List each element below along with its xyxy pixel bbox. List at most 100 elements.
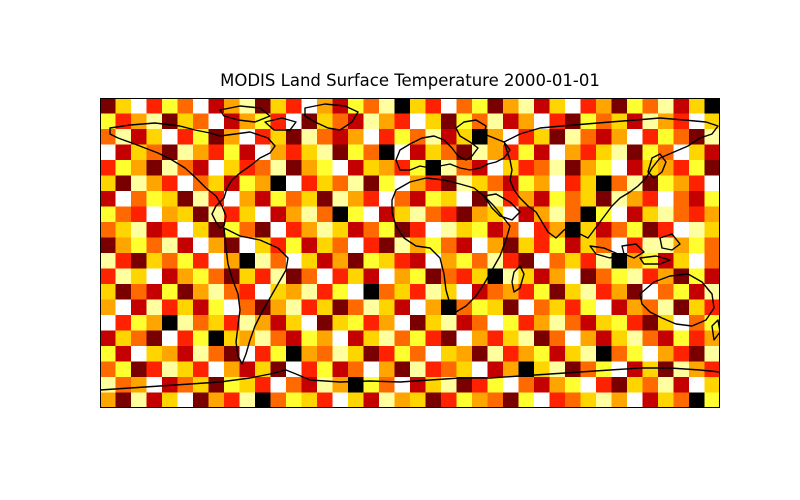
heatmap-cell xyxy=(549,330,566,347)
heatmap-cell xyxy=(627,346,643,362)
heatmap-cell xyxy=(456,268,473,285)
heatmap-cell xyxy=(658,330,674,347)
heatmap-cell xyxy=(394,144,411,161)
heatmap-cell xyxy=(239,98,256,114)
heatmap-cell xyxy=(534,98,550,114)
heatmap-cell xyxy=(611,284,628,300)
heatmap-cell xyxy=(193,129,209,145)
heatmap-cell xyxy=(441,113,457,130)
heatmap-cell xyxy=(162,268,178,285)
heatmap-cell xyxy=(131,98,147,114)
heatmap-cell xyxy=(456,237,473,254)
heatmap-cell xyxy=(410,191,426,207)
heatmap-cell xyxy=(208,191,225,207)
heatmap-cell xyxy=(379,346,395,362)
coastline-greenland xyxy=(304,103,359,131)
heatmap-cell xyxy=(363,222,380,238)
heatmap-cell xyxy=(565,144,581,161)
heatmap-cell xyxy=(348,346,364,362)
heatmap-cell xyxy=(208,284,225,300)
heatmap-cell xyxy=(565,315,581,331)
heatmap-cell xyxy=(255,361,271,378)
heatmap-cell xyxy=(642,315,659,331)
heatmap-cell xyxy=(673,175,690,192)
heatmap-cell xyxy=(503,113,519,130)
heatmap-cell xyxy=(503,377,519,393)
heatmap-cell xyxy=(162,237,178,254)
heatmap-cell xyxy=(239,392,256,408)
heatmap-cell xyxy=(611,98,628,114)
heatmap-cell xyxy=(100,361,116,378)
heatmap-cell xyxy=(441,237,457,254)
heatmap-cell xyxy=(611,129,628,145)
heatmap-cell xyxy=(177,284,194,300)
heatmap-cell xyxy=(425,346,442,362)
heatmap-cell xyxy=(286,206,302,223)
heatmap-cell xyxy=(394,299,411,316)
heatmap-cell xyxy=(286,144,302,161)
heatmap-cell xyxy=(673,346,690,362)
heatmap-cell xyxy=(642,237,659,254)
heatmap-cell xyxy=(131,346,147,362)
heatmap-cell xyxy=(549,222,566,238)
heatmap-cell xyxy=(193,392,209,408)
heatmap-cell xyxy=(301,206,318,223)
heatmap-cell xyxy=(286,299,302,316)
heatmap-cell xyxy=(363,98,380,114)
heatmap-cell xyxy=(255,237,271,254)
heatmap-cell xyxy=(534,191,550,207)
heatmap-cell xyxy=(146,144,163,161)
heatmap-cell xyxy=(472,237,488,254)
heatmap-cell xyxy=(642,299,659,316)
heatmap-cell xyxy=(131,144,147,161)
heatmap-cell xyxy=(596,98,612,114)
heatmap-cell xyxy=(534,144,550,161)
heatmap-cell xyxy=(255,206,271,223)
heatmap-cell xyxy=(627,299,643,316)
heatmap-cell xyxy=(456,361,473,378)
heatmap-cell xyxy=(379,175,395,192)
heatmap-cell xyxy=(704,330,720,347)
heatmap-cell xyxy=(177,315,194,331)
heatmap-cell xyxy=(410,392,426,408)
heatmap-cell xyxy=(549,175,566,192)
heatmap-cell xyxy=(704,253,720,269)
heatmap-cell xyxy=(363,377,380,393)
heatmap-cell xyxy=(689,98,705,114)
heatmap-cell xyxy=(596,284,612,300)
heatmap-cell xyxy=(317,346,333,362)
heatmap-cell xyxy=(503,284,519,300)
heatmap-cell xyxy=(348,361,364,378)
heatmap-cell xyxy=(627,129,643,145)
map-panel xyxy=(100,98,720,408)
heatmap-cell xyxy=(689,175,705,192)
heatmap-cell xyxy=(193,206,209,223)
heatmap-cell xyxy=(472,392,488,408)
heatmap-cell xyxy=(270,98,287,114)
heatmap-cell xyxy=(332,222,349,238)
map-border xyxy=(100,98,720,408)
heatmap-cell xyxy=(596,299,612,316)
heatmap-cell xyxy=(673,129,690,145)
heatmap-cell xyxy=(596,315,612,331)
heatmap-cell xyxy=(487,175,504,192)
heatmap-cell xyxy=(549,315,566,331)
heatmap-cell xyxy=(131,237,147,254)
heatmap-cell xyxy=(317,160,333,176)
heatmap-cell xyxy=(146,315,163,331)
heatmap-cell xyxy=(642,113,659,130)
heatmap-cell xyxy=(286,98,302,114)
heatmap-cell xyxy=(332,253,349,269)
heatmap-cell xyxy=(549,377,566,393)
heatmap-cell xyxy=(332,315,349,331)
heatmap-cell xyxy=(317,237,333,254)
heatmap-cell xyxy=(689,330,705,347)
heatmap-cell xyxy=(580,284,597,300)
heatmap-cell xyxy=(487,330,504,347)
heatmap-cell xyxy=(518,206,535,223)
heatmap-cell xyxy=(131,191,147,207)
heatmap-cell xyxy=(270,129,287,145)
heatmap-cell xyxy=(472,330,488,347)
heatmap-cell xyxy=(193,191,209,207)
heatmap-cell xyxy=(177,392,194,408)
